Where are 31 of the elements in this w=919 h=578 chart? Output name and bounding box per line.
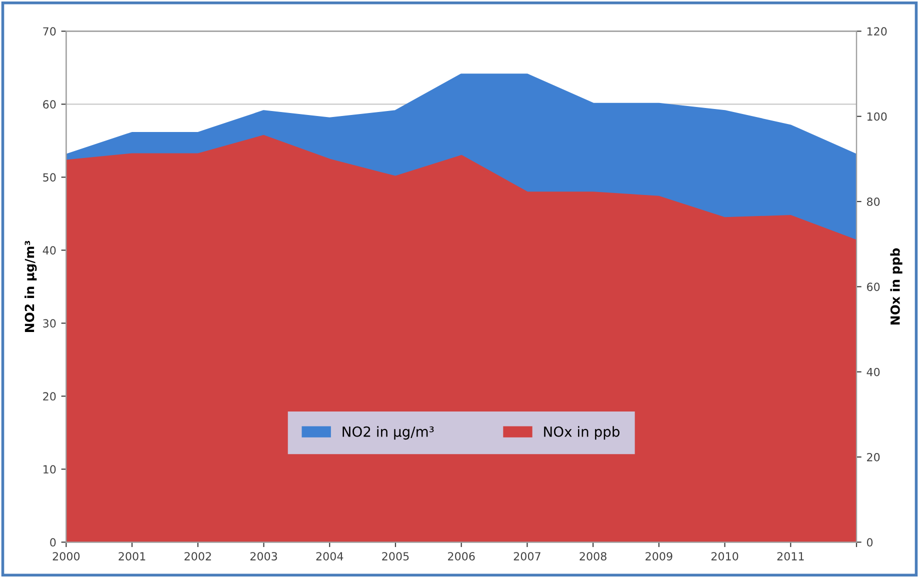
x-tick-label: 2003 [250, 552, 277, 560]
x-tick-label: 2007 [514, 552, 540, 560]
legend-label: NO2 in µg/m³ [342, 426, 434, 440]
x-tick-label: 2006 [448, 552, 475, 560]
y2-tick-label: 120 [867, 27, 887, 36]
y2-tick-label: 80 [866, 198, 880, 206]
x-tick-label: 2008 [580, 552, 606, 560]
y-tick-label: 10 [44, 465, 56, 474]
x-tick-label: 2004 [316, 552, 344, 560]
y-tick-label: 60 [43, 100, 56, 109]
y-axis-title: NO2 in µg/m³ [24, 240, 37, 332]
y2-tick-label: 40 [866, 368, 880, 376]
y-tick-label: 0 [50, 538, 56, 547]
y-tick-label: 50 [43, 173, 56, 182]
y-tick-label: 20 [43, 392, 56, 401]
x-tick-label: 2001 [118, 552, 146, 560]
x-tick-label: 2009 [646, 552, 672, 560]
x-tick-label: 2011 [777, 552, 804, 560]
y2-tick-label: 100 [867, 112, 887, 121]
legend-label: NOx in ppb [544, 426, 620, 440]
x-tick-label: 2002 [184, 552, 211, 560]
y-tick-label: 40 [42, 246, 56, 255]
y-tick-label: 30 [43, 319, 56, 328]
y2-tick-label: 0 [866, 538, 873, 547]
x-tick-label: 2005 [382, 552, 409, 560]
y2-tick-label: 60 [867, 282, 880, 292]
y2-tick-label: 20 [867, 452, 880, 462]
x-tick-label: 2010 [711, 552, 738, 560]
y-tick-label: 70 [43, 27, 56, 36]
x-tick-label: 2000 [52, 552, 80, 560]
y2-axis-title: NOx in ppb [890, 248, 902, 324]
